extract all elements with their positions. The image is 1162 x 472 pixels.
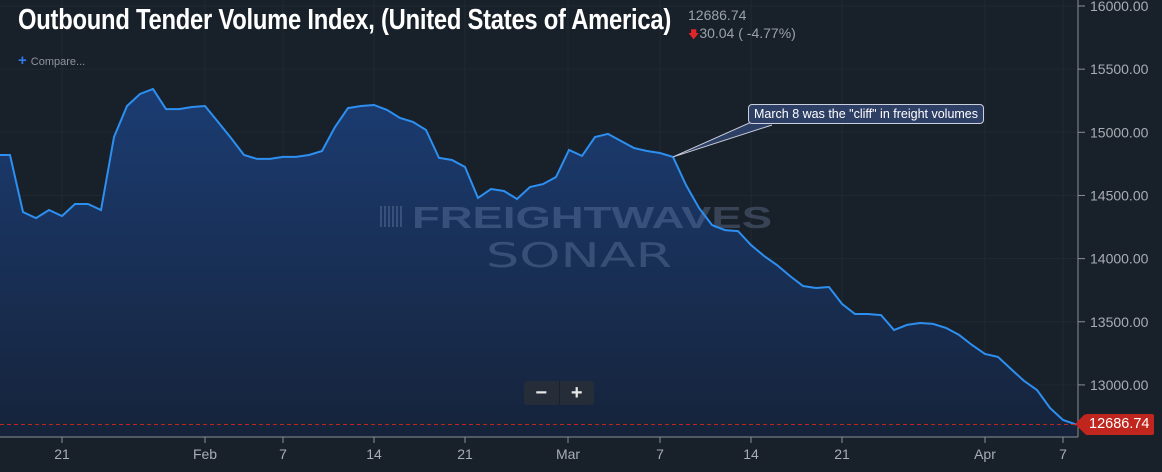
- watermark: FREIGHTWAVES SONAR: [380, 200, 772, 276]
- x-axis: 21 Feb 7 14 21 Mar 7 14 21 Apr 7: [54, 437, 1067, 462]
- y-axis: 16000.00 15500.00 15000.00 14500.00 14000.00…: [1078, 0, 1149, 393]
- zoom-in-button[interactable]: +: [558, 381, 595, 405]
- annotation-callout: March 8 was the "cliff" in freight volum…: [748, 104, 985, 124]
- area-fill: [0, 89, 1076, 437]
- x-tick-label: 14: [743, 446, 759, 462]
- plus-icon: +: [18, 52, 27, 69]
- y-tick-label: 15500.00: [1090, 61, 1149, 77]
- arrow-down-icon: 🡇: [688, 29, 700, 41]
- x-tick-label: 21: [54, 446, 70, 462]
- y-tick-label: 14000.00: [1090, 251, 1149, 267]
- last-value-badge: 12686.74: [1074, 414, 1155, 435]
- freightwaves-logo-icon: [380, 206, 402, 227]
- y-tick-label: 15000.00: [1090, 124, 1149, 140]
- series-line: [0, 87, 1077, 426]
- x-tick-label: 7: [1059, 446, 1067, 462]
- compare-label: Compare...: [30, 56, 86, 68]
- y-tick-label: 13500.00: [1090, 314, 1149, 330]
- x-tick-label: 7: [656, 446, 664, 462]
- zoom-out-button[interactable]: −: [535, 382, 548, 404]
- y-tick-label: 16000.00: [1090, 0, 1149, 14]
- compare-button[interactable]: + Compare...: [18, 52, 85, 69]
- watermark-sonar: SONAR: [486, 236, 672, 276]
- x-tick-label: 21: [457, 446, 473, 462]
- chart-title: Outbound Tender Volume Index, (United St…: [18, 4, 672, 36]
- x-tick-label: Mar: [556, 446, 580, 462]
- watermark-freightwaves: FREIGHTWAVES: [412, 200, 772, 235]
- zoom-controls: − +: [524, 381, 594, 405]
- annotation-pointer: [672, 119, 773, 158]
- quote: 12686.74 🡇30.04 ( -4.77%): [688, 6, 796, 44]
- y-tick-label: 14500.00: [1090, 187, 1149, 203]
- change-value: 30.04 ( -4.77%): [699, 25, 796, 41]
- x-tick-label: Feb: [193, 446, 217, 462]
- x-tick-label: 21: [834, 446, 850, 462]
- x-tick-label: Apr: [974, 446, 996, 462]
- x-tick-label: 7: [279, 446, 287, 462]
- y-tick-label: 13000.00: [1090, 377, 1149, 393]
- last-value: 12686.74: [688, 7, 747, 23]
- x-tick-label: 14: [366, 446, 382, 462]
